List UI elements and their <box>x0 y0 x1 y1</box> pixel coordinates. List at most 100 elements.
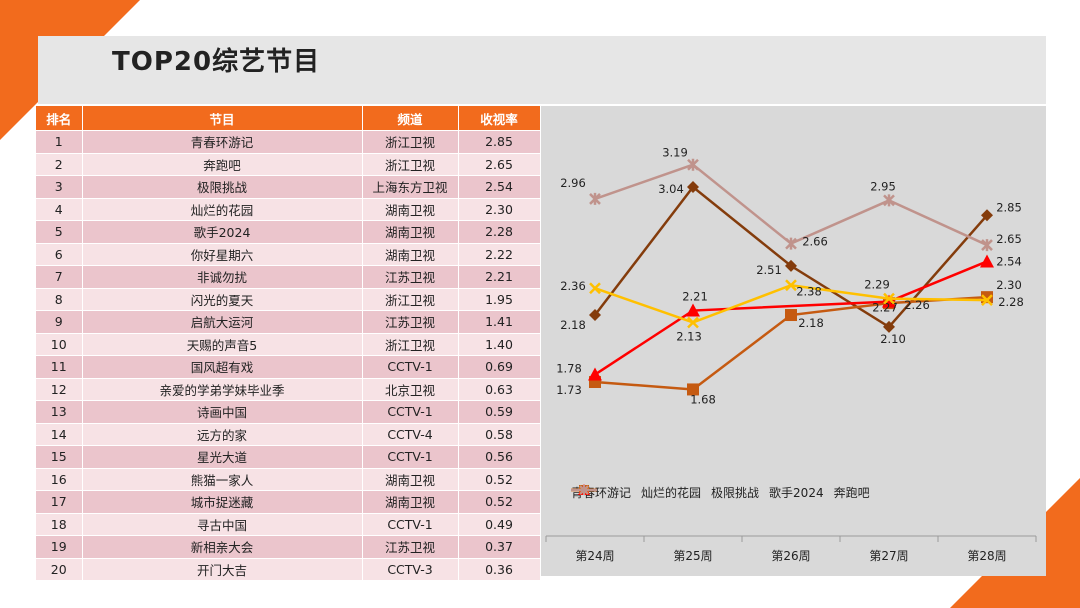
rating-cell: 0.69 <box>458 355 541 378</box>
data-label: 1.73 <box>556 383 582 397</box>
data-label: 1.68 <box>690 392 716 406</box>
header-rating: 收视率 <box>458 106 541 131</box>
x-tick-label: 第26周 <box>771 549 810 563</box>
rating-cell: 0.52 <box>458 490 541 513</box>
series-line <box>594 260 988 376</box>
data-point-marker <box>687 383 699 396</box>
legend-swatch <box>571 485 597 495</box>
rating-cell: 0.56 <box>458 445 541 468</box>
legend-label: 极限挑战 <box>711 486 760 500</box>
data-point-marker <box>686 303 700 317</box>
channel-cell: 浙江卫视 <box>362 332 459 356</box>
table-body: 1 青春环游记 浙江卫视 2.85 2 奔跑吧 浙江卫视 2.65 3 极限挑战 上海东方卫视 2.5… <box>36 130 541 580</box>
table-row: 10 天赐的声音5 浙江卫视 1.40 <box>36 332 541 356</box>
rank-cell: 17 <box>36 490 83 513</box>
rating-cell: 2.54 <box>458 175 541 198</box>
data-label: 2.38 <box>796 284 822 298</box>
channel-cell: 湖南卫视 <box>362 197 459 221</box>
page-title: TOP20综艺节目 <box>112 47 321 77</box>
program-cell: 国风超有戏 <box>82 355 363 378</box>
rank-cell: 19 <box>36 535 83 558</box>
legend-item: 歌手2024 <box>571 484 824 501</box>
data-point-marker <box>883 194 895 207</box>
ratings-table: 排名 节目 频道 收视率 1 青春环游记 浙江卫视 2.85 2 奔跑吧 浙江卫视 2.65 3… <box>36 106 541 580</box>
rating-cell: 1.40 <box>458 332 541 356</box>
program-cell: 青春环游记 <box>82 130 363 153</box>
table-row: 8 闪光的夏天 浙江卫视 1.95 <box>36 287 541 311</box>
data-point-marker <box>687 316 699 329</box>
table-row: 12 亲爱的学弟学妹毕业季 北京卫视 0.63 <box>36 377 541 401</box>
channel-cell: 湖南卫视 <box>362 467 459 491</box>
rating-cell: 2.30 <box>458 197 541 221</box>
table-row: 4 灿烂的花园 湖南卫视 2.30 <box>36 197 541 221</box>
table-row: 15 星光大道 CCTV-1 0.56 <box>36 445 541 468</box>
program-cell: 非诚勿扰 <box>82 265 363 288</box>
series-line <box>594 163 988 247</box>
program-cell: 你好星期六 <box>82 242 363 266</box>
data-label: 2.29 <box>864 278 890 292</box>
rank-cell: 11 <box>36 355 83 378</box>
program-cell: 新相亲大会 <box>82 535 363 558</box>
title-bar <box>38 36 1046 104</box>
table-row: 11 国风超有戏 CCTV-1 0.69 <box>36 355 541 378</box>
data-label: 2.18 <box>798 316 824 330</box>
legend-marker <box>579 485 589 495</box>
data-label: 2.30 <box>996 278 1022 292</box>
table-row: 19 新相亲大会 江苏卫视 0.37 <box>36 535 541 558</box>
channel-cell: 江苏卫视 <box>362 535 459 558</box>
header-rank: 排名 <box>36 106 83 131</box>
header-program: 节目 <box>82 106 363 131</box>
program-cell: 启航大运河 <box>82 310 363 333</box>
rating-cell: 2.28 <box>458 220 541 243</box>
x-tick-label: 第28周 <box>967 549 1006 563</box>
table-row: 20 开门大吉 CCTV-3 0.36 <box>36 557 541 580</box>
data-label: 2.26 <box>904 298 930 312</box>
channel-cell: 浙江卫视 <box>362 130 459 153</box>
rating-cell: 2.22 <box>458 242 541 266</box>
data-label: 1.78 <box>556 362 582 376</box>
rank-cell: 16 <box>36 467 83 491</box>
data-point-marker <box>589 192 601 205</box>
channel-cell: CCTV-1 <box>362 512 459 536</box>
channel-cell: CCTV-1 <box>362 445 459 468</box>
data-label: 2.51 <box>756 263 782 277</box>
data-point-marker <box>589 282 601 295</box>
data-point-marker <box>785 259 797 272</box>
table-row: 18 寻古中国 CCTV-1 0.49 <box>36 512 541 536</box>
table-row: 3 极限挑战 上海东方卫视 2.54 <box>36 175 541 198</box>
rank-cell: 18 <box>36 512 83 536</box>
data-label: 2.65 <box>996 232 1022 246</box>
data-label: 2.13 <box>676 329 702 343</box>
rank-cell: 20 <box>36 557 83 580</box>
data-label: 2.18 <box>560 318 586 332</box>
channel-cell: CCTV-1 <box>362 400 459 423</box>
line-chart: 第24周 第25周 第26周 第27周 第28周 2.18 3.04 2.51 2.10 2.85… <box>545 146 1037 563</box>
rating-cell: 0.36 <box>458 557 541 580</box>
data-point-marker <box>981 239 993 252</box>
rating-cell: 0.58 <box>458 422 541 446</box>
data-label: 2.85 <box>996 200 1022 214</box>
data-label: 2.36 <box>560 279 586 293</box>
program-cell: 熊猫一家人 <box>82 467 363 491</box>
table-row: 7 非诚勿扰 江苏卫视 2.21 <box>36 265 541 288</box>
rating-cell: 0.52 <box>458 467 541 491</box>
rank-cell: 4 <box>36 197 83 221</box>
rank-cell: 7 <box>36 265 83 288</box>
table-row: 6 你好星期六 湖南卫视 2.22 <box>36 242 541 266</box>
channel-cell: 湖南卫视 <box>362 490 459 513</box>
program-cell: 灿烂的花园 <box>82 197 363 221</box>
data-point-marker <box>785 237 797 250</box>
channel-cell: 北京卫视 <box>362 377 459 401</box>
rating-cell: 2.65 <box>458 152 541 176</box>
table-row: 5 歌手2024 湖南卫视 2.28 <box>36 220 541 243</box>
program-cell: 奔跑吧 <box>82 152 363 176</box>
channel-cell: 江苏卫视 <box>362 265 459 288</box>
legend-label: 灿烂的花园 <box>641 486 702 500</box>
header-channel: 频道 <box>362 106 459 131</box>
rank-cell: 14 <box>36 422 83 446</box>
x-tick-label: 第24周 <box>575 549 614 563</box>
channel-cell: 湖南卫视 <box>362 220 459 243</box>
program-cell: 闪光的夏天 <box>82 287 363 311</box>
legend-item: 奔跑吧 <box>571 484 870 501</box>
data-point-marker <box>588 367 602 381</box>
